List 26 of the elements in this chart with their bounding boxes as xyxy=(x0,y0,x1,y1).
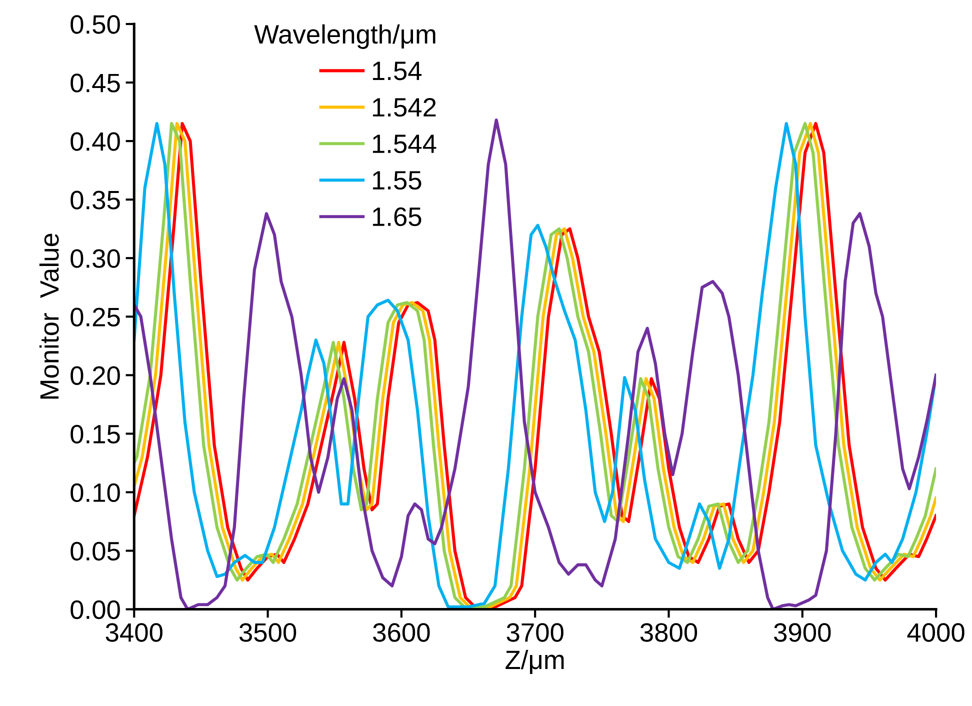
y-tick-label: 0.10 xyxy=(70,483,120,502)
y-tick-label: 0.05 xyxy=(70,542,120,561)
y-tick-label: 0.15 xyxy=(70,424,120,444)
y-tick-label: 0.35 xyxy=(70,190,120,210)
y-tick-label: 0.00 xyxy=(70,600,120,620)
legend-label: 1.54 xyxy=(372,62,422,80)
x-tick-label: 3600 xyxy=(373,623,430,642)
y-tick-label: 0.50 xyxy=(70,15,120,34)
x-tick-label: 3400 xyxy=(106,623,162,642)
x-tick-label: 3700 xyxy=(506,623,564,642)
x-tick-label: 3900 xyxy=(774,623,831,642)
legend-label: 1.65 xyxy=(372,207,422,226)
y-axis-title: Monitor Value xyxy=(39,234,59,399)
legend-label: 1.542 xyxy=(372,98,436,117)
y-tick-label: 0.25 xyxy=(70,308,120,326)
legend-label: 1.55 xyxy=(372,171,422,190)
x-axis-title: Z/μm xyxy=(506,650,564,674)
x-tick-label: 3500 xyxy=(239,623,296,642)
y-tick-label: 0.40 xyxy=(70,132,120,151)
x-tick-label: 4000 xyxy=(907,623,964,642)
legend-label: 1.544 xyxy=(372,134,436,154)
x-tick-label: 3800 xyxy=(640,623,698,642)
y-tick-label: 0.30 xyxy=(70,249,120,268)
legend-title: Wavelength/μm xyxy=(254,24,436,49)
y-tick-label: 0.20 xyxy=(70,366,120,385)
y-tick-label: 0.45 xyxy=(70,74,120,92)
